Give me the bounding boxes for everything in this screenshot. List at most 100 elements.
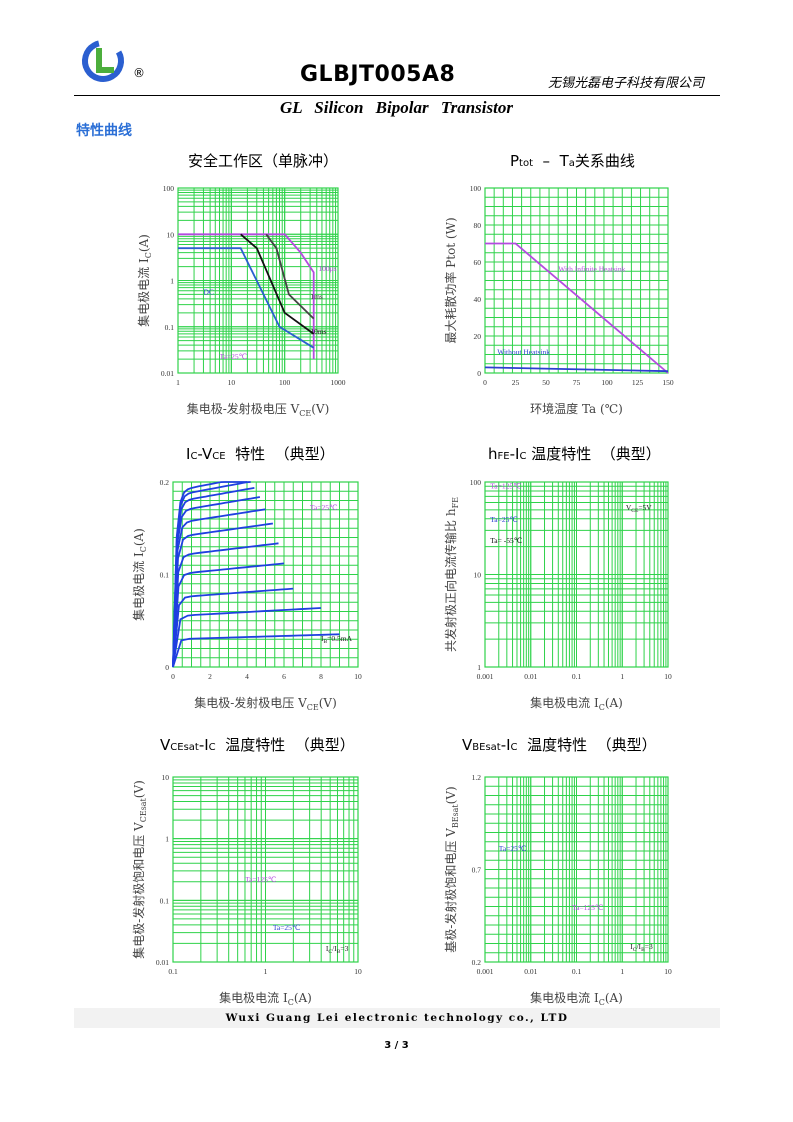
x-axis-label: 集电极-发射极电压 VCE(V): [187, 401, 330, 418]
x-tick-label: 10: [228, 378, 236, 387]
annotation-10ms: 10ms: [310, 327, 326, 336]
y-tick-label: 0.1: [160, 571, 170, 580]
x-tick-label: 0.01: [524, 672, 537, 681]
x-axis-label: 集电极电流 IC(A): [219, 990, 312, 1007]
x-tick-label: 10: [664, 967, 672, 976]
x-axis-label: 集电极电流 IC(A): [530, 695, 623, 712]
section-title: 特性曲线: [76, 123, 132, 139]
chart-title-hfe-ic: hFE-IC 温度特性 （典型）: [488, 445, 661, 463]
series-line: [178, 233, 315, 360]
y-tick-label: 0.2: [472, 958, 482, 967]
x-tick-label: 1: [620, 967, 624, 976]
series-line: [178, 247, 315, 349]
y-tick-label: 100: [163, 184, 175, 193]
x-tick-label: 4: [245, 672, 249, 681]
series-label: Ta= -55℃: [490, 536, 522, 545]
y-axis-label: 基极-发射极饱和电压 VBEsat(V): [443, 786, 460, 952]
ic-vce-curve: [172, 481, 247, 668]
y-tick-label: 1: [477, 663, 481, 672]
y-tick-label: 80: [474, 221, 482, 230]
ic-vce-curve: [172, 487, 255, 668]
y-tick-label: 60: [474, 258, 482, 267]
footer-company: Wuxi Guang Lei electronic technology co.…: [225, 1012, 569, 1024]
y-tick-label: 0.01: [161, 369, 174, 378]
x-tick-label: 2: [208, 672, 212, 681]
y-axis-label: 集电极-发射极饱和电压 VCEsat(V): [131, 780, 148, 959]
x-tick-label: 25: [512, 378, 520, 387]
annotation-ta: Ta=25℃: [220, 352, 248, 361]
annotation-vce: VCE=5V: [626, 503, 652, 514]
x-axis-label: 集电极-发射极电压 VCE(V): [194, 695, 337, 712]
y-axis-label: 集电极电流 IC(A): [136, 234, 153, 327]
y-tick-label: 10: [167, 230, 175, 239]
x-tick-label: 150: [662, 378, 674, 387]
footer-bar: Wuxi Guang Lei electronic technology co.…: [74, 1008, 720, 1028]
annotation-ic-ib: IC/IB=3: [630, 942, 653, 953]
y-tick-label: 10: [474, 571, 482, 580]
chart-soa: 1 10 100 1000 100 10 1 0.1 0.01 集电极-发射极电压 VCE(V) 集…: [136, 184, 346, 418]
y-tick-label: 20: [474, 332, 482, 341]
x-tick-label: 75: [573, 378, 581, 387]
y-tick-label: 40: [474, 295, 482, 304]
chart-title-vbesat-ic: VBEsat-IC 温度特性 （典型）: [462, 736, 657, 754]
header-rule: [74, 95, 720, 96]
x-tick-label: 10: [354, 672, 362, 681]
x-tick-label: 125: [632, 378, 644, 387]
chart-title-ptot: Ptot – Ta关系曲线: [510, 152, 635, 170]
series-line: [484, 366, 669, 373]
chart-vbesat-ic: 0.001 0.01 0.1 1 10 1.2 0.7 0.2 集电极电流 IC(A) 基极-发射…: [443, 773, 672, 1007]
x-tick-label: 0.01: [524, 967, 537, 976]
ic-vce-curve: [172, 587, 294, 668]
x-tick-label: 1: [264, 967, 268, 976]
x-tick-label: 6: [282, 672, 286, 681]
document-subtitle: GL Silicon Bipolar Transistor: [280, 98, 513, 117]
chart-ic-vce: 0 2 4 6 8 10 0.2 0.1 0 集电极-发射极电压 VCE(V) 集电极电流 IC(A…: [131, 478, 362, 712]
x-tick-label: 1: [620, 672, 624, 681]
ic-vce-curve: [172, 496, 261, 668]
x-tick-label: 8: [319, 672, 323, 681]
y-tick-label: 0.01: [156, 958, 169, 967]
series-line: [485, 242, 669, 374]
x-tick-label: 50: [542, 378, 550, 387]
series-label: Ta=25℃: [499, 844, 527, 853]
y-tick-label: 0.1: [165, 323, 175, 332]
series-line: [265, 233, 315, 320]
ic-vce-curve: [172, 522, 274, 668]
chart-title-ic-vce: IC-VCE 特性 （典型）: [186, 445, 335, 463]
chart-title-vcesat-ic: VCEsat-IC 温度特性 （典型）: [160, 736, 355, 754]
series-label: Ta=125℃: [572, 903, 604, 912]
x-tick-label: 0: [171, 672, 175, 681]
ic-vce-curve: [172, 481, 251, 668]
series-line: [240, 233, 315, 335]
part-number: GLBJT005A8: [300, 62, 456, 87]
x-tick-label: 100: [601, 378, 613, 387]
series-label: Ta=25℃: [490, 515, 518, 524]
chart-hfe-ic: 0.001 0.01 0.1 1 10 100 10 1 集电极电流 IC(A) 共发射极正向电流…: [443, 478, 672, 712]
series-label: Without Heatsink: [497, 348, 550, 357]
series-label: With Infinite Heatsink: [558, 264, 625, 273]
y-tick-label: 0: [165, 663, 169, 672]
x-tick-label: 0.1: [572, 672, 582, 681]
series-label: Ta=125℃: [490, 482, 522, 491]
page-number: 3 / 3: [384, 1040, 409, 1051]
series-label: Ta=125℃: [245, 875, 277, 884]
x-tick-label: 0.001: [477, 672, 494, 681]
x-tick-label: 100: [279, 378, 291, 387]
chart-title-soa: 安全工作区（单脉冲）: [188, 152, 339, 170]
chart-ptot: 0 25 50 75 100 125 150 100 80 60 40 20 0 环境温度 Ta (℃) 最…: [443, 184, 674, 416]
x-axis-label: 集电极电流 IC(A): [530, 990, 623, 1007]
y-tick-label: 0.7: [472, 866, 482, 875]
annotation-ic-ib: IC/IB=3: [326, 944, 349, 955]
x-tick-label: 0.001: [477, 967, 494, 976]
x-tick-label: 1000: [331, 378, 346, 387]
ic-vce-curve: [172, 562, 285, 668]
company-name: 无锡光磊电子科技有限公司: [548, 76, 705, 91]
y-tick-label: 0.2: [160, 478, 170, 487]
annotation-1ms: 1ms: [310, 292, 323, 301]
ic-vce-curve: [172, 542, 279, 668]
y-tick-label: 1: [170, 277, 174, 286]
ic-vce-curve: [172, 607, 322, 668]
annotation-ib: IB=0.5mA: [321, 634, 353, 645]
annotation-100us: 100μs: [318, 264, 336, 273]
